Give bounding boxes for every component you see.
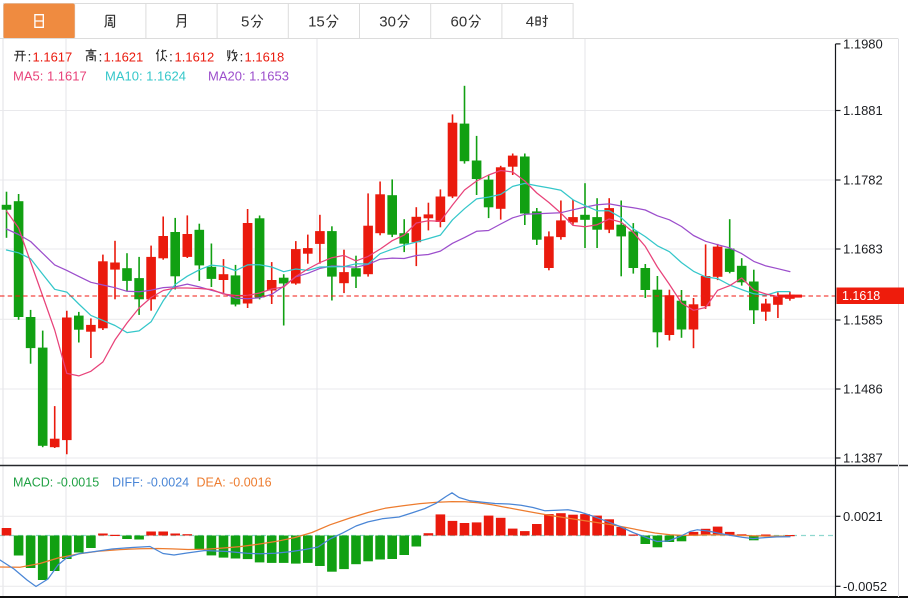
svg-text::: : (240, 49, 244, 65)
svg-text:1.1683: 1.1683 (843, 242, 883, 257)
svg-text:MA10: 1.1624: MA10: 1.1624 (105, 69, 186, 84)
svg-text:0.0021: 0.0021 (843, 509, 883, 524)
svg-text:1.1387: 1.1387 (843, 451, 883, 466)
svg-text:1.1617: 1.1617 (33, 50, 73, 65)
svg-text:DIFF: -0.0024: DIFF: -0.0024 (112, 476, 189, 490)
svg-text:MA20: 1.1653: MA20: 1.1653 (208, 69, 289, 84)
svg-text:5: 5 (241, 14, 249, 31)
svg-text:1.1980: 1.1980 (843, 36, 883, 51)
svg-text:1.1612: 1.1612 (175, 50, 215, 65)
svg-text:DEA: -0.0016: DEA: -0.0016 (197, 476, 272, 490)
svg-text::: : (99, 49, 103, 65)
svg-text::: : (169, 49, 173, 65)
svg-text:4: 4 (526, 14, 534, 31)
svg-text:1.1618: 1.1618 (245, 50, 285, 65)
svg-text:1.1881: 1.1881 (843, 103, 883, 118)
svg-text:-0.0052: -0.0052 (843, 579, 887, 594)
svg-text:60: 60 (451, 14, 468, 31)
svg-text::: : (28, 49, 32, 65)
svg-text:1.1585: 1.1585 (843, 313, 883, 328)
svg-text:15: 15 (308, 14, 325, 31)
svg-text:MACD: -0.0015: MACD: -0.0015 (13, 476, 99, 490)
svg-text:30: 30 (379, 14, 396, 31)
svg-text:1.1621: 1.1621 (104, 50, 144, 65)
svg-text:1.1782: 1.1782 (843, 173, 883, 188)
svg-text:MA5: 1.1617: MA5: 1.1617 (13, 69, 87, 84)
svg-text:1.1486: 1.1486 (843, 382, 883, 397)
svg-text:1.1618: 1.1618 (842, 289, 880, 303)
